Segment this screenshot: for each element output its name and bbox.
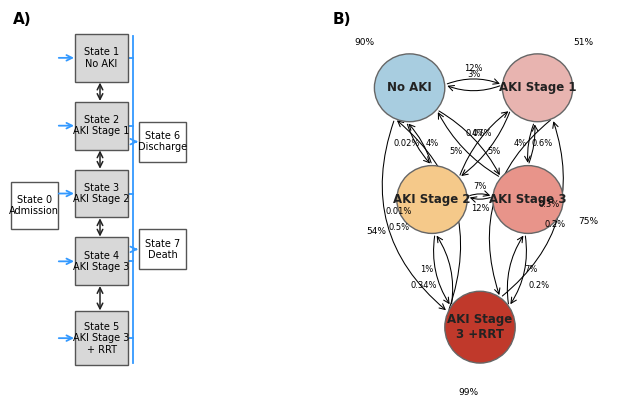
Text: A): A)	[13, 12, 31, 27]
FancyBboxPatch shape	[76, 311, 128, 365]
Ellipse shape	[397, 166, 467, 233]
Text: 12%: 12%	[471, 204, 489, 213]
Text: State 0
Admission: State 0 Admission	[10, 195, 60, 216]
Text: 4%: 4%	[472, 129, 485, 138]
Text: 4%: 4%	[513, 139, 527, 148]
Text: 0.02%: 0.02%	[393, 139, 420, 148]
Text: 12%: 12%	[465, 64, 483, 73]
Text: State 3
AKI Stage 2: State 3 AKI Stage 2	[74, 183, 130, 204]
FancyBboxPatch shape	[140, 122, 186, 162]
Text: 75%: 75%	[578, 217, 598, 226]
Text: 0.2%: 0.2%	[545, 219, 566, 229]
Text: AKI Stage
3 +RRT: AKI Stage 3 +RRT	[447, 313, 513, 341]
Text: 5%: 5%	[488, 147, 501, 156]
Text: 0.3%: 0.3%	[538, 200, 559, 209]
Text: No AKI: No AKI	[387, 81, 432, 94]
Text: State 2
AKI Stage 1: State 2 AKI Stage 1	[74, 115, 130, 136]
Text: B): B)	[333, 12, 351, 27]
Text: 54%: 54%	[367, 227, 387, 236]
FancyBboxPatch shape	[76, 170, 128, 217]
Text: 0.5%: 0.5%	[388, 223, 410, 232]
Text: State 6
Discharge: State 6 Discharge	[138, 131, 187, 152]
FancyBboxPatch shape	[76, 237, 128, 285]
Ellipse shape	[374, 54, 445, 122]
Ellipse shape	[445, 291, 515, 363]
FancyBboxPatch shape	[12, 182, 58, 229]
FancyBboxPatch shape	[76, 34, 128, 82]
Text: AKI Stage 1: AKI Stage 1	[499, 81, 577, 94]
Text: AKI Stage 3: AKI Stage 3	[489, 193, 567, 206]
Text: State 5
AKI Stage 3
+ RRT: State 5 AKI Stage 3 + RRT	[74, 322, 130, 355]
Text: 1%: 1%	[420, 265, 434, 275]
Text: 7%: 7%	[474, 182, 486, 191]
Text: AKI Stage 2: AKI Stage 2	[393, 193, 471, 206]
Text: State 1
No AKI: State 1 No AKI	[84, 47, 119, 69]
Text: State 4
AKI Stage 3: State 4 AKI Stage 3	[74, 251, 130, 272]
Text: 5%: 5%	[449, 147, 463, 156]
Text: 0.34%: 0.34%	[411, 281, 437, 290]
Text: 0.6%: 0.6%	[532, 139, 553, 148]
Ellipse shape	[493, 166, 563, 233]
Text: 3%: 3%	[467, 70, 480, 79]
Text: 99%: 99%	[459, 387, 479, 397]
Text: 51%: 51%	[573, 38, 593, 47]
Text: 0.01%: 0.01%	[386, 207, 412, 216]
Text: 90%: 90%	[355, 38, 374, 47]
Ellipse shape	[502, 54, 573, 122]
Text: 0.2%: 0.2%	[529, 281, 550, 290]
Text: State 7
Death: State 7 Death	[145, 239, 180, 260]
Text: 4%: 4%	[426, 139, 438, 148]
FancyBboxPatch shape	[76, 102, 128, 150]
FancyBboxPatch shape	[140, 229, 186, 269]
Text: 7%: 7%	[525, 265, 538, 275]
Text: 0.07%: 0.07%	[465, 129, 492, 138]
